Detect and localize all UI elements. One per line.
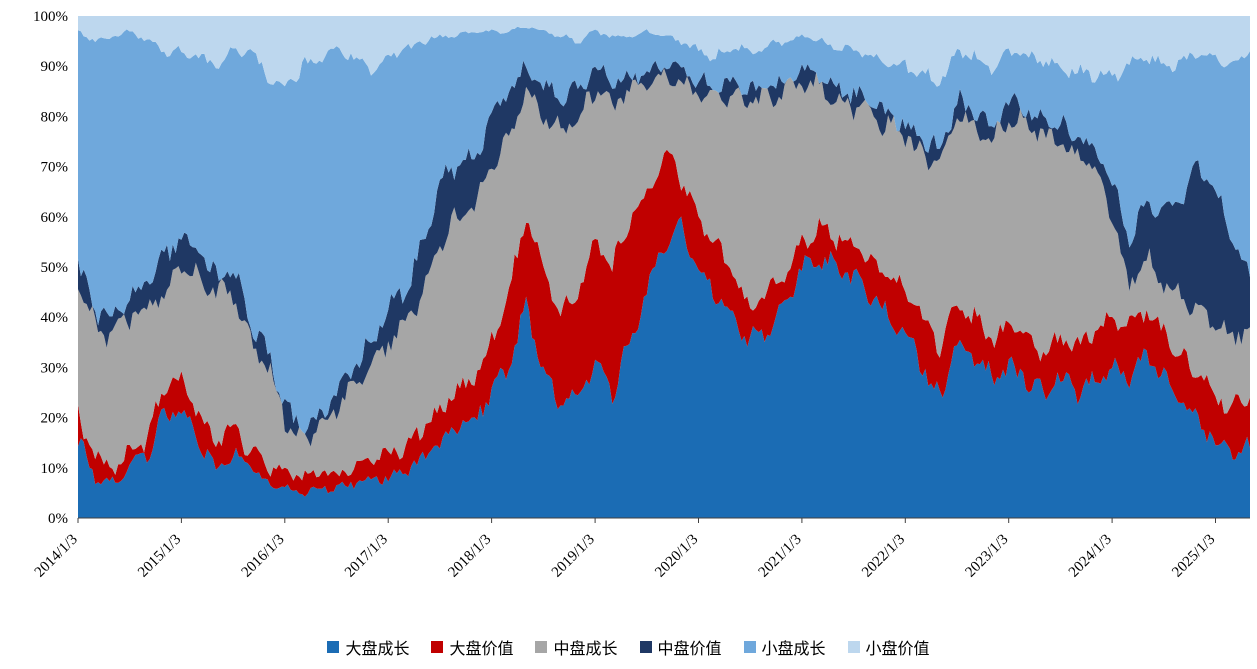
x-tick-label: 2015/1/3	[135, 532, 184, 581]
area-band-1	[78, 149, 1250, 497]
x-tick-label: 2018/1/3	[445, 532, 494, 581]
x-tick-label: 2014/1/3	[32, 532, 81, 581]
legend-item-1: 大盘价值	[431, 635, 513, 659]
legend-swatch-icon	[431, 641, 444, 653]
legend-label: 中盘价值	[657, 641, 722, 658]
y-tick-label: 100%	[33, 9, 68, 25]
chart-legend: 大盘成长 大盘价值 中盘成长 中盘价值 小盘成长 小盘价值	[0, 635, 1257, 659]
legend-swatch-icon	[535, 641, 548, 653]
legend-swatch-icon	[847, 641, 860, 653]
legend-item-0: 大盘成长	[327, 635, 409, 659]
legend-item-3: 中盘价值	[639, 635, 722, 659]
y-tick-label: 10%	[41, 461, 69, 477]
legend-label: 大盘成长	[345, 641, 410, 658]
legend-swatch-icon	[639, 641, 652, 653]
y-tick-label: 40%	[41, 310, 69, 326]
legend-swatch-icon	[743, 641, 756, 653]
area-band-3	[78, 60, 1250, 447]
area-band-0	[78, 216, 1250, 518]
x-tick-label: 2017/1/3	[342, 532, 391, 581]
x-tick-label: 2019/1/3	[549, 532, 598, 581]
y-tick-label: 90%	[41, 59, 69, 75]
x-tick-label: 2023/1/3	[962, 532, 1011, 581]
area-band-4	[78, 26, 1250, 434]
chart-canvas: 0% 10% 20% 30% 40% 50% 60% 70% 80% 90% 100% 2014/1/…	[32, 9, 1250, 581]
x-tick-label: 2021/1/3	[756, 532, 805, 581]
x-tick-label: 2016/1/3	[239, 532, 288, 581]
y-tick-label: 50%	[41, 260, 69, 276]
y-tick-label: 0%	[48, 511, 68, 527]
legend-label: 中盘成长	[553, 641, 618, 658]
y-tick-label: 20%	[41, 411, 69, 427]
y-tick-label: 70%	[41, 160, 69, 176]
legend-item-2: 中盘成长	[535, 635, 618, 659]
area-band-5	[78, 16, 1250, 87]
area-band-2	[78, 68, 1250, 481]
x-tick-label: 2024/1/3	[1066, 532, 1115, 581]
legend-label: 大盘价值	[449, 641, 514, 658]
legend-item-5: 小盘价值	[847, 635, 930, 659]
legend-label: 小盘价值	[865, 641, 930, 658]
x-tick-label: 2025/1/3	[1169, 532, 1218, 581]
legend-item-4: 小盘成长	[743, 635, 826, 659]
y-tick-label: 30%	[41, 360, 69, 376]
x-tick-label: 2022/1/3	[859, 532, 908, 581]
y-tick-label: 60%	[41, 210, 69, 226]
legend-label: 小盘成长	[761, 641, 826, 658]
y-tick-label: 80%	[41, 109, 69, 125]
legend-swatch-icon	[327, 641, 340, 653]
x-tick-label: 2020/1/3	[652, 532, 701, 581]
